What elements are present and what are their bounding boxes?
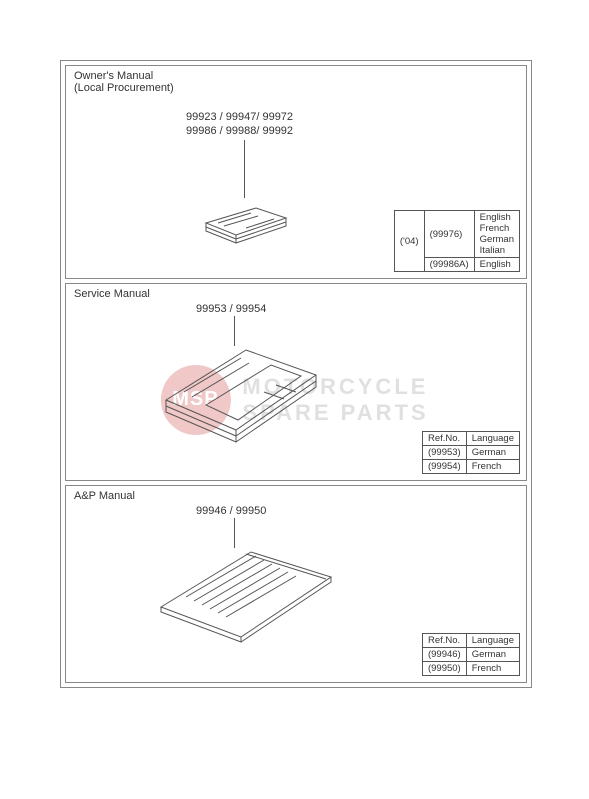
part-numbers: 99946 / 99950 xyxy=(196,504,266,518)
panel-title: Service Manual xyxy=(66,284,526,300)
ref-cell: (99953) xyxy=(422,446,466,460)
lang-cell: German xyxy=(466,648,519,662)
service-manual-icon xyxy=(146,340,336,460)
lang-cell: English xyxy=(474,258,519,272)
panel-ap-manual: A&P Manual 99946 / 99950 xyxy=(65,485,527,683)
reference-table: Ref.No. Language (99946) German (99950) … xyxy=(422,633,520,676)
table-row: (99950) French xyxy=(422,662,519,676)
table-row: (99946) German xyxy=(422,648,519,662)
part-numbers: 99953 / 99954 xyxy=(196,302,266,316)
panel-title: A&P Manual xyxy=(66,486,526,502)
ap-manual-icon xyxy=(146,542,346,662)
table-row: (99953) German xyxy=(422,446,519,460)
lang-cell: French xyxy=(466,460,519,474)
leader-line xyxy=(244,140,245,198)
table-header: Ref.No. xyxy=(422,432,466,446)
lang-cell: German xyxy=(466,446,519,460)
panel-title: Owner's Manual xyxy=(66,66,526,82)
panel-service-manual: Service Manual 99953 / 99954 xyxy=(65,283,527,481)
lang-cell: EnglishFrenchGermanItalian xyxy=(474,211,519,258)
part-line: 99986 / 99988/ 99992 xyxy=(186,124,293,138)
reference-table: Ref.No. Language (99953) German (99954) … xyxy=(422,431,520,474)
table-header: Ref.No. xyxy=(422,634,466,648)
panel-subtitle: (Local Procurement) xyxy=(66,82,526,98)
year-cell: ('04) xyxy=(394,211,424,272)
table-header: Language xyxy=(466,432,519,446)
ref-cell: (99976) xyxy=(424,211,474,258)
ref-cell: (99946) xyxy=(422,648,466,662)
part-line: 99953 / 99954 xyxy=(196,302,266,316)
table-header: Language xyxy=(466,634,519,648)
part-numbers: 99923 / 99947/ 99972 99986 / 99988/ 9999… xyxy=(186,110,293,139)
part-line: 99923 / 99947/ 99972 xyxy=(186,110,293,124)
panel-owners-manual: Owner's Manual (Local Procurement) 99923… xyxy=(65,65,527,279)
owners-manual-icon xyxy=(196,193,296,253)
ref-cell: (99954) xyxy=(422,460,466,474)
ref-cell: (99986A) xyxy=(424,258,474,272)
diagram-page: Owner's Manual (Local Procurement) 99923… xyxy=(60,60,532,688)
ref-cell: (99950) xyxy=(422,662,466,676)
reference-table: ('04) (99976) EnglishFrenchGermanItalian… xyxy=(394,210,520,272)
part-line: 99946 / 99950 xyxy=(196,504,266,518)
lang-cell: French xyxy=(466,662,519,676)
table-row: (99954) French xyxy=(422,460,519,474)
